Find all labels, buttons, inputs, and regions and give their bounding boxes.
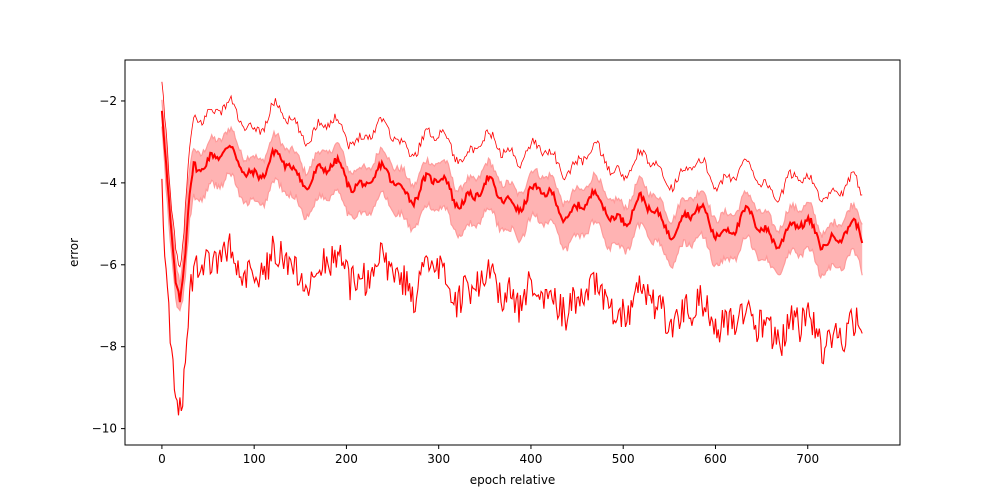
upper-envelope-line — [161, 81, 863, 268]
x-axis-label: epoch relative — [470, 473, 556, 487]
confidence-band-group — [161, 99, 863, 312]
y-axis-label: error — [67, 238, 81, 267]
confidence-band — [161, 99, 863, 311]
lower-noisy-line — [161, 178, 863, 416]
x-tick-label: 0 — [158, 452, 166, 466]
y-tick-label: −6 — [99, 258, 117, 272]
mean-line — [160, 110, 864, 303]
y-tick-label: −8 — [99, 340, 117, 354]
y-tick-label: −10 — [92, 422, 117, 436]
series-lines-group — [160, 81, 864, 416]
plot-frame — [124, 59, 901, 446]
band-upper-edge — [161, 99, 863, 286]
y-tick-label: −2 — [99, 94, 117, 108]
x-tick-label: 700 — [796, 452, 819, 466]
band-lower-edge — [161, 126, 863, 312]
x-tick-label: 300 — [427, 452, 450, 466]
y-axis-ticks: −10 −8 −6 −4 −2 — [92, 94, 125, 436]
y-tick-label: −4 — [99, 176, 117, 190]
x-tick-label: 500 — [612, 452, 635, 466]
x-tick-label: 200 — [335, 452, 358, 466]
x-tick-label: 600 — [704, 452, 727, 466]
x-tick-label: 100 — [243, 452, 266, 466]
x-axis-ticks: 0 100 200 300 400 500 600 700 — [158, 445, 819, 466]
x-tick-label: 400 — [519, 452, 542, 466]
